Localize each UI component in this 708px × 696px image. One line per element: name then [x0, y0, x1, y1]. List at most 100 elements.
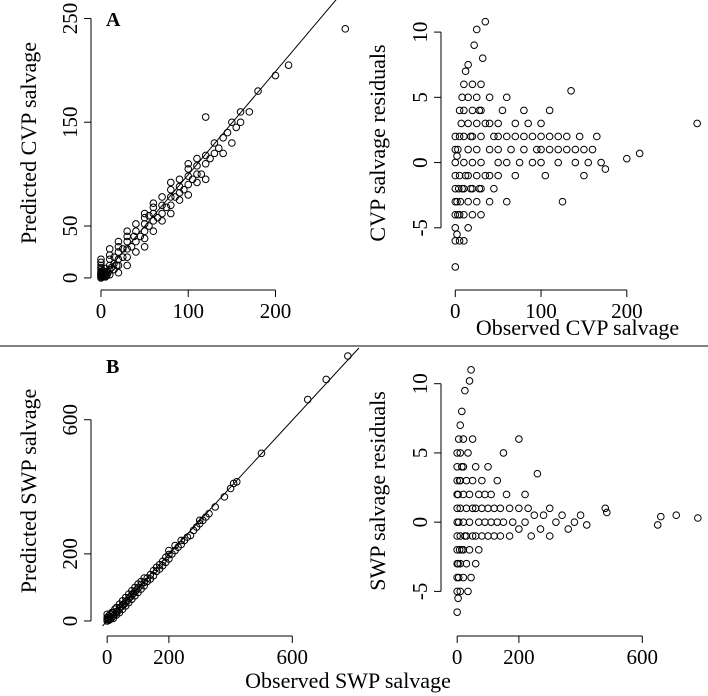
y-tick-label: -5 — [408, 219, 432, 237]
data-point — [341, 25, 350, 33]
data-point — [524, 119, 532, 128]
data-point — [515, 504, 523, 513]
data-point — [149, 203, 158, 212]
data-point — [487, 518, 495, 526]
data-point — [232, 123, 241, 132]
y-axis-title: SWP salvage residuals — [365, 391, 390, 591]
data-point — [451, 171, 460, 180]
data-point — [464, 449, 472, 457]
data-point — [520, 145, 528, 154]
data-point — [184, 180, 193, 189]
data-point — [210, 139, 219, 147]
x-tick-label: 200 — [260, 299, 292, 323]
data-point — [537, 145, 545, 154]
data-point — [494, 145, 502, 154]
data-point — [502, 197, 511, 206]
y-tick-label: 600 — [58, 404, 82, 436]
data-point — [271, 71, 280, 80]
data-point — [456, 197, 465, 206]
data-point — [494, 119, 502, 128]
data-point — [123, 261, 131, 270]
data-point — [493, 476, 502, 485]
data-point — [472, 197, 481, 206]
data-point — [468, 210, 477, 219]
data-point — [284, 61, 293, 69]
data-point — [487, 490, 495, 499]
data-point — [105, 255, 114, 264]
points-group — [103, 352, 352, 625]
data-point — [455, 171, 464, 180]
data-point — [465, 546, 474, 554]
data-point — [477, 158, 485, 167]
data-point — [472, 25, 481, 34]
data-point — [201, 175, 210, 184]
data-point — [149, 199, 158, 207]
data-point — [451, 263, 460, 271]
data-point — [193, 178, 201, 187]
data-point — [344, 352, 352, 360]
reference-line — [100, 0, 337, 279]
data-point — [472, 119, 481, 128]
data-point — [228, 118, 236, 127]
data-point — [105, 245, 114, 253]
data-point — [166, 185, 175, 194]
data-point — [635, 149, 644, 158]
data-point — [97, 258, 105, 267]
data-point — [536, 525, 545, 533]
data-point — [132, 248, 140, 256]
data-point — [511, 171, 520, 180]
x-tick-label: 200 — [153, 645, 185, 669]
data-point — [132, 237, 140, 246]
data-point — [166, 178, 175, 187]
x-axis-title: Observed CVP salvage — [476, 315, 679, 340]
data-point — [481, 171, 490, 180]
data-point — [472, 145, 481, 154]
data-point — [254, 87, 262, 95]
points-group — [97, 25, 350, 282]
data-point — [455, 210, 464, 219]
data-point — [140, 209, 149, 218]
chart-1: 0 100 200 0 50 150 250 Predicted CVP salvage — [16, 0, 350, 323]
data-point — [459, 462, 468, 471]
data-point — [545, 106, 554, 115]
data-point — [601, 504, 610, 513]
chart-3: 0 200 600 0 200 600 Predicted SWP salvage Obser… — [16, 347, 451, 693]
data-point — [453, 573, 461, 582]
data-point — [455, 546, 464, 554]
data-point — [508, 518, 517, 526]
y-tick-label: 5 — [408, 92, 432, 103]
points-group — [451, 17, 701, 271]
data-point — [562, 145, 571, 154]
data-point — [468, 158, 477, 167]
data-point — [467, 366, 475, 374]
data-point — [123, 227, 131, 236]
data-point — [528, 132, 537, 141]
data-point — [257, 449, 266, 458]
data-point — [484, 462, 492, 471]
data-point — [472, 171, 481, 180]
data-point — [220, 493, 229, 501]
data-point — [462, 476, 471, 485]
data-point — [502, 158, 511, 167]
data-point — [494, 158, 502, 167]
data-point — [477, 210, 485, 219]
data-point — [460, 237, 468, 245]
data-point — [158, 209, 166, 218]
data-point — [521, 490, 529, 499]
data-point — [132, 227, 140, 236]
data-point — [459, 573, 468, 582]
data-point — [462, 559, 471, 568]
data-point — [515, 435, 523, 443]
data-point — [554, 158, 563, 167]
data-point — [166, 193, 175, 201]
data-point — [145, 222, 153, 230]
data-point — [564, 525, 573, 533]
data-point — [490, 132, 498, 141]
data-point — [114, 268, 123, 277]
data-point — [601, 165, 610, 173]
data-point — [597, 158, 605, 167]
data-point — [457, 119, 466, 128]
y-tick-label: 250 — [58, 3, 82, 34]
data-point — [537, 132, 545, 141]
